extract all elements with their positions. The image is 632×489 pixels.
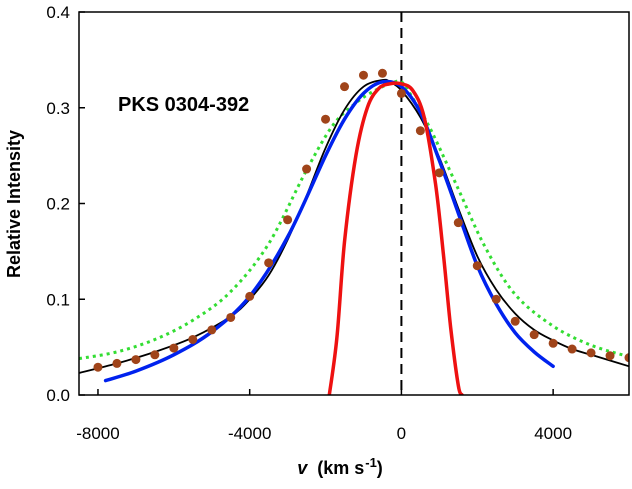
y-tick-label: 0.2 [46, 195, 70, 214]
x-tick-label: -4000 [228, 424, 271, 443]
series-4-point [567, 344, 577, 354]
series-4-point [624, 353, 629, 363]
series-4-point [245, 291, 255, 301]
x-tick-label: -8000 [76, 424, 119, 443]
series-4-point [434, 168, 444, 178]
series-4-point [131, 355, 141, 365]
series-4-point [586, 348, 596, 358]
plot-area [79, 12, 629, 395]
series-4-point [93, 362, 103, 372]
x-tick-label: 4000 [534, 424, 572, 443]
x-axis-units-close: ) [377, 458, 383, 478]
ticks-layer: -8000 -4000 0 4000 0.0 0.1 0.2 0.3 0.4 [46, 3, 572, 443]
series-4-point [548, 338, 558, 348]
series-4-point [340, 82, 350, 92]
series-4-point [377, 68, 387, 78]
y-tick-label: 0.1 [46, 290, 70, 309]
series-4-point [510, 316, 520, 326]
series-4-point [226, 312, 236, 322]
y-axis-title: Relative Intensity [4, 130, 24, 278]
series-4-point [396, 88, 406, 98]
y-tick-label: 0.0 [46, 386, 70, 405]
series-layer [79, 68, 629, 395]
series-4-point [358, 70, 368, 80]
series-4-point [491, 294, 501, 304]
series-4-point [112, 358, 122, 368]
series-4-point [415, 126, 425, 136]
series-4-point [529, 330, 539, 340]
series-3-line [327, 81, 464, 395]
series-4-point [207, 325, 217, 335]
series-4-point [302, 164, 312, 174]
series-4-point [472, 261, 482, 271]
series-0-line [79, 79, 629, 361]
series-4-point [283, 215, 293, 225]
source-annotation: PKS 0304-392 [118, 94, 249, 116]
x-tick-label: 0 [397, 424, 406, 443]
y-tick-label: 0.4 [46, 3, 70, 22]
series-4-point [188, 334, 198, 344]
series-4-point [150, 350, 160, 360]
series-4-point [605, 351, 615, 361]
series-4-point [264, 258, 274, 268]
series-4-point [453, 218, 463, 228]
x-axis-units: (km s [317, 458, 364, 478]
series-4-point [321, 114, 331, 124]
y-tick-label: 0.3 [46, 99, 70, 118]
x-axis-units-exponent: -1 [365, 455, 377, 470]
series-4-point [169, 343, 179, 353]
x-axis-variable: v [297, 458, 308, 478]
x-axis-title: v (km s-1) [297, 455, 383, 478]
